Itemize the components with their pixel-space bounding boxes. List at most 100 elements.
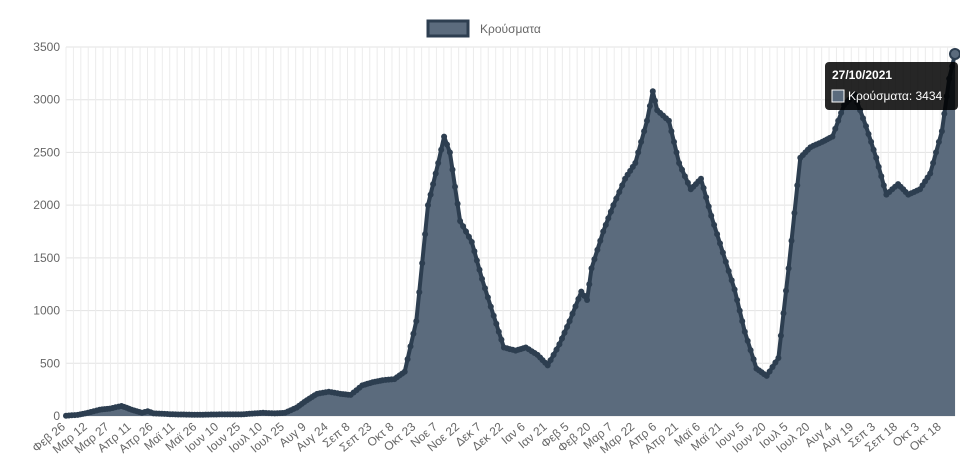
data-point[interactable] xyxy=(457,218,464,224)
data-point[interactable] xyxy=(725,268,732,274)
data-point[interactable] xyxy=(717,240,723,247)
data-point[interactable] xyxy=(763,372,770,379)
data-point[interactable] xyxy=(769,364,776,370)
data-point[interactable] xyxy=(553,346,560,353)
data-point[interactable] xyxy=(744,337,751,344)
data-point[interactable] xyxy=(777,332,784,339)
highlighted-point[interactable] xyxy=(949,47,960,60)
data-point[interactable] xyxy=(427,191,434,198)
data-point[interactable] xyxy=(860,115,866,122)
data-point[interactable] xyxy=(652,97,658,104)
data-point[interactable] xyxy=(569,310,576,317)
data-point[interactable] xyxy=(479,275,485,282)
data-point[interactable] xyxy=(941,110,948,117)
data-point[interactable] xyxy=(465,233,472,240)
data-point[interactable] xyxy=(930,160,937,166)
data-point[interactable] xyxy=(473,257,480,264)
data-point[interactable] xyxy=(750,356,757,363)
data-point[interactable] xyxy=(880,182,887,189)
data-point[interactable] xyxy=(665,117,672,124)
data-point[interactable] xyxy=(644,117,650,124)
data-point[interactable] xyxy=(641,128,648,135)
data-point[interactable] xyxy=(679,166,685,173)
data-point[interactable] xyxy=(547,357,554,364)
data-point[interactable] xyxy=(747,347,754,354)
data-point[interactable] xyxy=(700,185,707,191)
data-point[interactable] xyxy=(673,149,680,156)
data-point[interactable] xyxy=(714,231,721,238)
data-point[interactable] xyxy=(719,249,726,256)
data-point[interactable] xyxy=(705,203,712,210)
data-point[interactable] xyxy=(591,256,598,263)
data-point[interactable] xyxy=(498,336,505,343)
data-point[interactable] xyxy=(407,343,414,350)
data-point[interactable] xyxy=(829,133,836,140)
data-point[interactable] xyxy=(646,103,653,109)
data-point[interactable] xyxy=(444,141,450,148)
data-point[interactable] xyxy=(766,368,773,375)
data-point[interactable] xyxy=(785,265,792,272)
data-point[interactable] xyxy=(600,228,607,235)
data-point[interactable] xyxy=(581,292,588,299)
data-point[interactable] xyxy=(838,109,845,116)
data-point[interactable] xyxy=(594,246,601,253)
data-point[interactable] xyxy=(575,296,582,302)
data-point[interactable] xyxy=(610,202,617,209)
data-point[interactable] xyxy=(482,285,488,292)
data-point[interactable] xyxy=(432,170,439,177)
data-point[interactable] xyxy=(588,265,595,272)
data-point[interactable] xyxy=(605,215,612,222)
data-point[interactable] xyxy=(463,228,469,235)
data-point[interactable] xyxy=(875,163,882,170)
data-point[interactable] xyxy=(632,160,639,166)
data-point[interactable] xyxy=(734,297,741,303)
data-point[interactable] xyxy=(863,123,869,130)
data-point[interactable] xyxy=(550,351,557,358)
data-point[interactable] xyxy=(422,231,429,238)
data-point[interactable] xyxy=(578,288,585,295)
data-point[interactable] xyxy=(619,182,626,189)
cases-points[interactable] xyxy=(63,47,960,419)
data-point[interactable] xyxy=(791,210,798,216)
data-point[interactable] xyxy=(446,149,453,156)
data-point[interactable] xyxy=(493,320,500,327)
data-point[interactable] xyxy=(613,195,620,202)
data-point[interactable] xyxy=(410,330,417,337)
data-point[interactable] xyxy=(722,258,729,265)
data-point[interactable] xyxy=(404,356,411,363)
data-point[interactable] xyxy=(868,138,875,145)
data-point[interactable] xyxy=(471,248,478,255)
data-point[interactable] xyxy=(602,221,609,228)
data-point[interactable] xyxy=(572,303,579,310)
data-point[interactable] xyxy=(935,138,942,145)
data-point[interactable] xyxy=(681,173,688,180)
data-point[interactable] xyxy=(616,189,623,195)
data-point[interactable] xyxy=(556,341,563,348)
data-point[interactable] xyxy=(668,128,675,135)
data-point[interactable] xyxy=(684,179,691,186)
data-point[interactable] xyxy=(561,329,568,336)
data-point[interactable] xyxy=(736,307,743,314)
data-point[interactable] xyxy=(832,125,839,132)
data-point[interactable] xyxy=(933,149,939,156)
data-point[interactable] xyxy=(671,138,677,145)
data-point[interactable] xyxy=(741,328,748,335)
data-point[interactable] xyxy=(449,166,456,173)
data-point[interactable] xyxy=(559,335,565,342)
data-point[interactable] xyxy=(635,149,642,156)
data-point[interactable] xyxy=(495,328,502,335)
data-point[interactable] xyxy=(698,175,704,182)
data-point[interactable] xyxy=(413,318,420,325)
data-point[interactable] xyxy=(416,289,423,296)
data-point[interactable] xyxy=(772,359,779,366)
data-point[interactable] xyxy=(597,237,604,244)
data-point[interactable] xyxy=(564,323,571,330)
data-point[interactable] xyxy=(638,138,645,145)
data-point[interactable] xyxy=(870,146,877,153)
data-point[interactable] xyxy=(703,194,710,201)
data-point[interactable] xyxy=(586,281,593,288)
data-point[interactable] xyxy=(788,237,795,244)
data-point[interactable] xyxy=(566,318,573,325)
data-point[interactable] xyxy=(607,208,614,215)
data-point[interactable] xyxy=(438,146,445,153)
